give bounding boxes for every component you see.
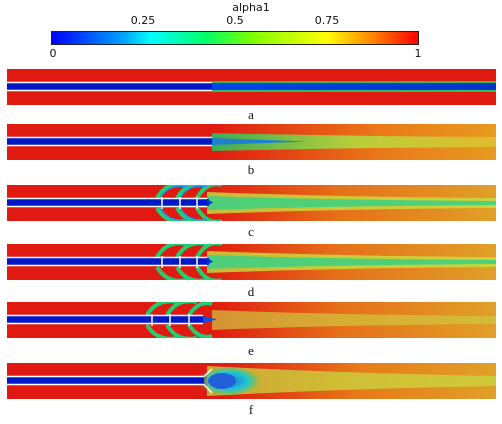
colorbar-title: alpha1 — [232, 1, 270, 14]
colorbar-tick-05: 0.5 — [226, 14, 244, 27]
panel-c-label: c — [248, 224, 254, 239]
colorbar-max-label: 1 — [414, 47, 422, 60]
panel-f-image — [7, 363, 496, 399]
panel-b-image — [7, 124, 496, 160]
panel-e-image — [7, 302, 496, 338]
panel-d-label: d — [247, 284, 255, 299]
colorbar-tick-025: 0.25 — [130, 14, 156, 27]
panel-e-label: e — [248, 343, 254, 358]
panel-d-image — [7, 244, 496, 280]
panel-a-image — [7, 69, 496, 105]
panel-f-label: f — [248, 402, 254, 417]
colorbar-min-label: 0 — [49, 47, 57, 60]
panel-a-label: a — [248, 107, 254, 122]
panel-b-label: b — [247, 162, 255, 177]
colorbar-tick-075: 0.75 — [314, 14, 340, 27]
panel-c-image — [7, 185, 496, 221]
colorbar-gradient — [51, 31, 419, 45]
